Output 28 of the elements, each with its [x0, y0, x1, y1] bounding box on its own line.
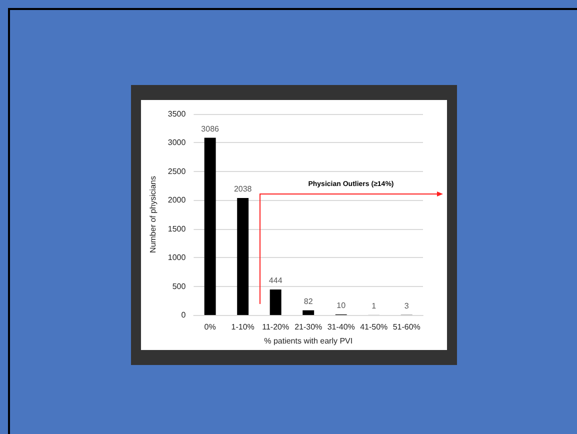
x-tick-label: 11-20%	[262, 322, 290, 332]
x-tick-label: 31-40%	[327, 322, 355, 332]
data-label: 3	[404, 301, 410, 310]
y-tick-label: 1500	[168, 224, 186, 234]
data-label: 2038	[234, 184, 252, 194]
x-axis-title: % patients with early PVI	[264, 336, 353, 346]
x-tick-label: 41-50%	[360, 322, 388, 332]
x-tick-label: 21-30%	[294, 322, 322, 332]
data-label: 82	[304, 296, 314, 306]
y-tick-label: 500	[172, 282, 186, 291]
y-tick-label: 3500	[168, 110, 186, 118]
x-tick-label: 0%	[204, 322, 216, 332]
y-tick-label: 2500	[168, 166, 186, 176]
data-label: 1	[372, 301, 377, 310]
bar	[204, 138, 216, 315]
bar	[237, 198, 249, 315]
x-tick-label: 1-10%	[231, 322, 254, 332]
y-tick-label: 0	[181, 310, 186, 320]
x-tick-label: 51-60%	[392, 322, 420, 332]
y-tick-label: 2000	[168, 196, 186, 205]
y-tick-label: 3000	[168, 138, 186, 148]
data-label: 444	[268, 276, 283, 285]
bar	[270, 290, 282, 315]
bar	[302, 310, 314, 315]
y-tick-label: 1000	[168, 253, 186, 262]
y-axis-title: Number of physicians	[148, 176, 158, 253]
data-label: 3086	[201, 124, 220, 134]
data-label: 10	[336, 300, 346, 310]
